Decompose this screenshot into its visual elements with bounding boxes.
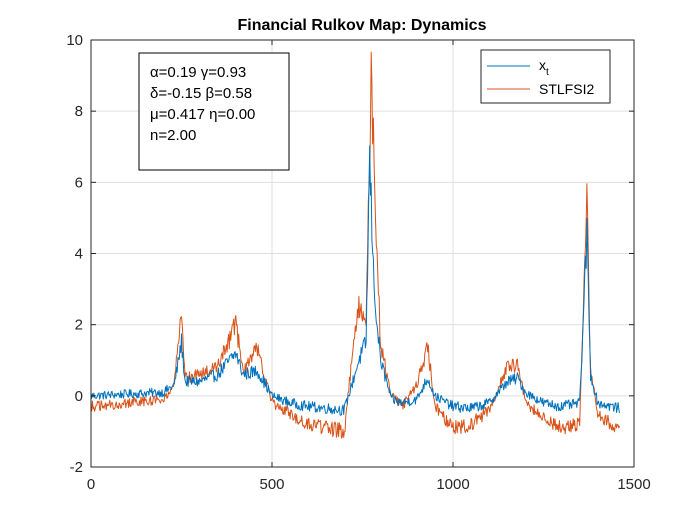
y-tick-label: 2 [75, 317, 83, 334]
chart-title: Financial Rulkov Map: Dynamics [238, 17, 487, 34]
x-tick-label: 1500 [617, 476, 650, 493]
y-tick-label: 10 [66, 32, 83, 49]
annotation-line-1: α=0.19 γ=0.93 [150, 64, 246, 81]
y-tick-label: 8 [75, 103, 83, 120]
series-line-stlfsi2 [90, 51, 620, 439]
y-tick-label: -2 [70, 459, 83, 476]
legend-label-xt: xt [539, 57, 549, 78]
annotation-border [138, 52, 290, 171]
y-tick-label: 4 [75, 246, 83, 263]
x-tick-label: 1000 [436, 476, 469, 493]
legend: xt STLFSI2 [480, 49, 611, 104]
annotation-line-2: δ=-0.15 β=0.58 [150, 85, 252, 102]
legend-label-stlfsi2: STLFSI2 [539, 81, 594, 97]
annotation-line-4: n=2.00 [150, 127, 196, 144]
y-tick-label: 6 [75, 174, 83, 191]
legend-border [480, 49, 611, 104]
x-tick-label: 0 [87, 476, 95, 493]
annotation-line-3: μ=0.417 η=0.00 [150, 106, 255, 123]
y-tick-label: 0 [75, 388, 83, 405]
series-layer [90, 51, 620, 439]
x-tick-label: 500 [259, 476, 284, 493]
legend-label-subscript: t [546, 67, 549, 78]
legend-label-x: x [539, 57, 546, 73]
series-line-xt [90, 145, 620, 416]
annotation-box: α=0.19 γ=0.93 δ=-0.15 β=0.58 μ=0.417 η=0… [138, 52, 290, 171]
